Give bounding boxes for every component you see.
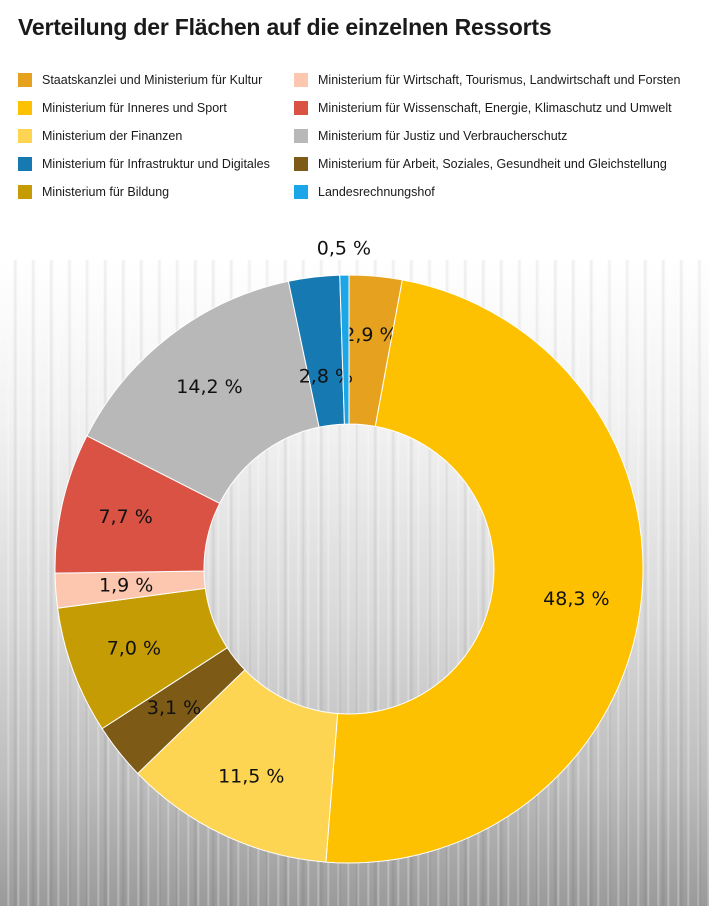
slice-label: 7,0 % bbox=[107, 637, 161, 659]
legend-label: Landesrechnungshof bbox=[318, 184, 435, 199]
slice-label: 48,3 % bbox=[543, 588, 609, 610]
legend-item: Staatskanzlei und Ministerium für Kultur bbox=[18, 70, 294, 89]
legend-label: Ministerium für Arbeit, Soziales, Gesund… bbox=[318, 156, 667, 171]
slice-label: 7,7 % bbox=[98, 506, 152, 528]
legend-item: Ministerium für Justiz und Verbrauchersc… bbox=[294, 126, 694, 145]
slice-label: 11,5 % bbox=[218, 765, 284, 787]
donut-slice bbox=[325, 279, 644, 864]
legend-swatch bbox=[294, 184, 308, 199]
legend-label: Ministerium für Infrastruktur und Digita… bbox=[42, 156, 270, 171]
legend-label: Staatskanzlei und Ministerium für Kultur bbox=[42, 72, 263, 87]
legend-swatch bbox=[18, 128, 32, 143]
legend-label: Ministerium für Justiz und Verbrauchersc… bbox=[318, 128, 568, 143]
legend-item: Ministerium für Arbeit, Soziales, Gesund… bbox=[294, 154, 694, 173]
legend-item: Ministerium für Infrastruktur und Digita… bbox=[18, 154, 294, 173]
legend-item: Ministerium der Finanzen bbox=[18, 126, 294, 145]
slice-label: 3,1 % bbox=[147, 697, 201, 719]
slice-label: 14,2 % bbox=[176, 376, 242, 398]
legend-swatch bbox=[294, 100, 308, 115]
legend-swatch bbox=[18, 72, 32, 87]
legend-label: Ministerium für Bildung bbox=[42, 184, 170, 199]
legend-swatch bbox=[18, 184, 32, 199]
slice-label: 1,9 % bbox=[99, 574, 153, 596]
legend-label: Ministerium der Finanzen bbox=[42, 128, 183, 143]
chart-title: Verteilung der Flächen auf die einzelnen… bbox=[18, 14, 552, 40]
legend-swatch bbox=[294, 156, 308, 171]
donut-slice bbox=[86, 280, 320, 504]
legend-swatch bbox=[294, 128, 308, 143]
legend-item: Ministerium für Bildung bbox=[18, 182, 294, 201]
slice-label: 0,5 % bbox=[317, 238, 371, 260]
legend-label: Ministerium für Inneres und Sport bbox=[42, 100, 227, 115]
legend-swatch bbox=[294, 72, 308, 87]
legend-item: Ministerium für Wissenschaft, Energie, K… bbox=[294, 98, 694, 117]
legend-label: Ministerium für Wirtschaft, Tourismus, L… bbox=[318, 72, 681, 87]
slice-label: 2,9 % bbox=[343, 324, 397, 346]
legend-label: Ministerium für Wissenschaft, Energie, K… bbox=[318, 100, 672, 115]
chart-legend: Staatskanzlei und Ministerium für Kultur… bbox=[18, 70, 698, 201]
legend-swatch bbox=[18, 100, 32, 115]
slice-label: 2,8 % bbox=[299, 365, 353, 387]
legend-item: Landesrechnungshof bbox=[294, 182, 694, 201]
legend-item: Ministerium für Inneres und Sport bbox=[18, 98, 294, 117]
donut-slice bbox=[339, 274, 350, 425]
legend-item: Ministerium für Wirtschaft, Tourismus, L… bbox=[294, 70, 694, 89]
legend-swatch bbox=[18, 156, 32, 171]
